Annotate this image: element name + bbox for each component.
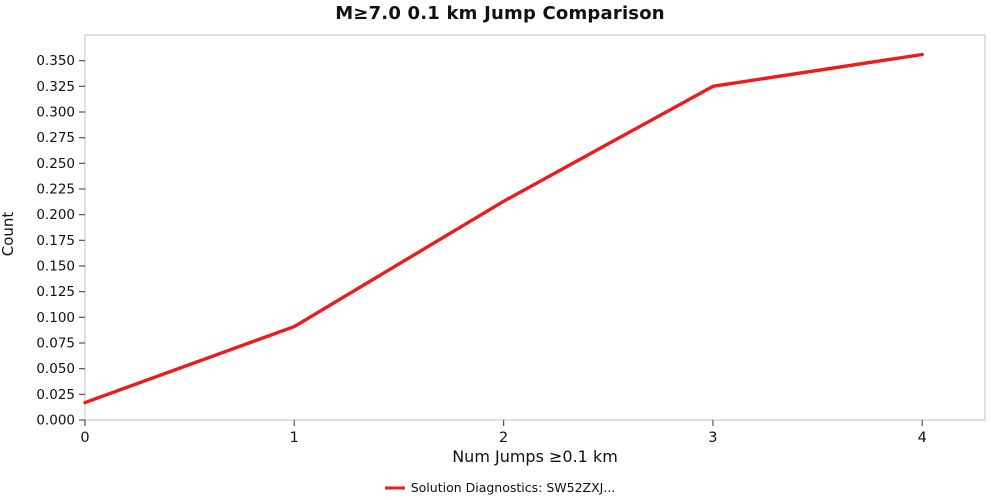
svg-text:4: 4 bbox=[918, 430, 927, 446]
svg-text:0.350: 0.350 bbox=[36, 53, 75, 69]
legend-label: Solution Diagnostics: SW52ZXJ... bbox=[410, 480, 616, 495]
svg-text:0.325: 0.325 bbox=[36, 79, 75, 95]
svg-text:0.150: 0.150 bbox=[36, 259, 75, 275]
svg-text:0.075: 0.075 bbox=[36, 336, 75, 352]
svg-text:0.275: 0.275 bbox=[36, 130, 75, 146]
svg-text:0.225: 0.225 bbox=[36, 182, 75, 198]
svg-text:0.175: 0.175 bbox=[36, 233, 75, 249]
svg-text:2: 2 bbox=[499, 430, 508, 446]
legend: Solution Diagnostics: SW52ZXJ... bbox=[0, 480, 1000, 495]
chart-title: M≥7.0 0.1 km Jump Comparison bbox=[335, 3, 665, 24]
legend-line-icon bbox=[384, 486, 405, 489]
x-axis-label: Num Jumps ≥0.1 km bbox=[452, 447, 618, 466]
svg-text:0.125: 0.125 bbox=[36, 284, 75, 300]
svg-text:0.050: 0.050 bbox=[36, 361, 75, 377]
svg-text:0: 0 bbox=[80, 430, 89, 446]
svg-text:1: 1 bbox=[290, 430, 299, 446]
svg-text:3: 3 bbox=[708, 430, 717, 446]
svg-text:0.100: 0.100 bbox=[36, 310, 75, 326]
plot-area: 0.000 0.025 0.050 0.075 0.100 0.125 0.150 0.175… bbox=[36, 34, 986, 446]
svg-text:0.025: 0.025 bbox=[36, 387, 75, 403]
svg-text:0.300: 0.300 bbox=[36, 105, 75, 121]
svg-text:0.000: 0.000 bbox=[36, 413, 75, 429]
svg-text:0.250: 0.250 bbox=[36, 156, 75, 172]
svg-text:0.200: 0.200 bbox=[36, 207, 75, 223]
